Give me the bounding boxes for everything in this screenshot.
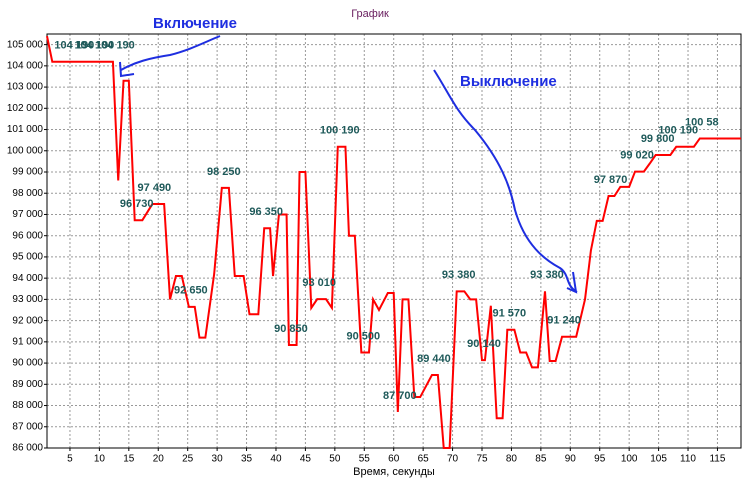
data-label: 104 190 (95, 40, 135, 52)
data-label: 99 020 (620, 149, 654, 161)
data-label: 90 500 (347, 330, 381, 342)
x-tick-label: 85 (535, 454, 547, 465)
y-tick-label: 105 000 (7, 39, 44, 50)
x-tick-label: 75 (476, 454, 488, 465)
plot-border (46, 33, 742, 449)
x-tick-label: 10 (94, 454, 106, 465)
y-tick-label: 95 000 (12, 252, 43, 263)
y-tick-label: 93 000 (12, 294, 43, 305)
data-label: 100 190 (658, 125, 698, 137)
x-tick-label: 60 (388, 454, 400, 465)
data-label: 93 380 (530, 269, 564, 281)
y-tick-label: 101 000 (7, 124, 44, 135)
x-tick-label: 65 (418, 454, 430, 465)
y-tick-label: 103 000 (7, 82, 44, 93)
data-label: 93 380 (442, 269, 476, 281)
y-tick-label: 99 000 (12, 167, 43, 178)
data-label: 97 490 (138, 182, 172, 194)
y-tick-label: 90 000 (12, 358, 43, 369)
x-tick-label: 25 (182, 454, 194, 465)
y-tick-label: 88 000 (12, 400, 43, 411)
data-label: 104 190 (74, 40, 114, 52)
data-label: 89 440 (417, 353, 451, 365)
plot-background (47, 34, 741, 448)
x-tick-label: 80 (506, 454, 518, 465)
y-tick-label: 86 000 (12, 443, 43, 454)
x-tick-label: 110 (680, 454, 696, 465)
x-tick-label: 70 (447, 454, 459, 465)
data-label: 96 730 (120, 198, 154, 210)
data-label: 91 240 (547, 315, 581, 327)
x-tick-label: 95 (594, 454, 606, 465)
data-label: 100 190 (320, 125, 360, 137)
x-tick-label: 45 (300, 454, 312, 465)
data-label: 90 850 (274, 323, 308, 335)
x-tick-label: 50 (329, 454, 341, 465)
y-tick-label: 91 000 (12, 336, 43, 347)
x-tick-label: 90 (565, 454, 577, 465)
data-label: 91 570 (492, 308, 526, 320)
y-tick-label: 94 000 (12, 273, 43, 284)
hand-arrow (119, 35, 221, 78)
x-tick-label: 20 (153, 454, 165, 465)
x-tick-label: 40 (270, 454, 282, 465)
x-tick-label: 105 (650, 454, 667, 465)
y-tick-label: 104 000 (7, 60, 44, 71)
data-line (46, 35, 741, 449)
y-tick-label: 96 000 (12, 230, 43, 241)
y-tick-label: 100 000 (7, 145, 44, 156)
data-label: 104 190 (54, 40, 94, 52)
y-tick-label: 97 000 (12, 209, 43, 220)
data-label: 92 650 (174, 285, 208, 297)
x-tick-label: 100 (621, 454, 638, 465)
y-tick-label: 87 000 (12, 421, 43, 432)
x-tick-label: 15 (123, 454, 135, 465)
x-axis-label: Время, секунды (353, 466, 435, 478)
annotation: Включение (153, 15, 237, 32)
data-label: 99 800 (641, 133, 675, 145)
data-label: 96 350 (249, 206, 283, 218)
chart-title: График (351, 8, 389, 20)
x-tick-label: 5 (67, 454, 73, 465)
data-label: 90 140 (467, 338, 501, 350)
y-tick-label: 102 000 (7, 103, 44, 114)
y-tick-label: 98 000 (12, 188, 43, 199)
data-label: 87 700 (383, 390, 417, 402)
plot-area: 86 000 87 000 88 000 89 000 90 000 91 000 92 0… (7, 33, 742, 465)
hand-arrow (433, 69, 578, 294)
x-tick-label: 35 (241, 454, 253, 465)
x-tick-label: 55 (359, 454, 371, 465)
data-label: 97 870 (594, 174, 628, 186)
data-label: 98 250 (207, 166, 241, 178)
y-tick-label: 89 000 (12, 379, 43, 390)
x-tick-label: 115 (709, 454, 725, 465)
data-label: 93 010 (302, 277, 336, 289)
data-label: 100 58 (685, 116, 719, 128)
x-tick-label: 30 (212, 454, 224, 465)
y-tick-label: 92 000 (12, 315, 43, 326)
annotation: Выключение (460, 73, 557, 90)
